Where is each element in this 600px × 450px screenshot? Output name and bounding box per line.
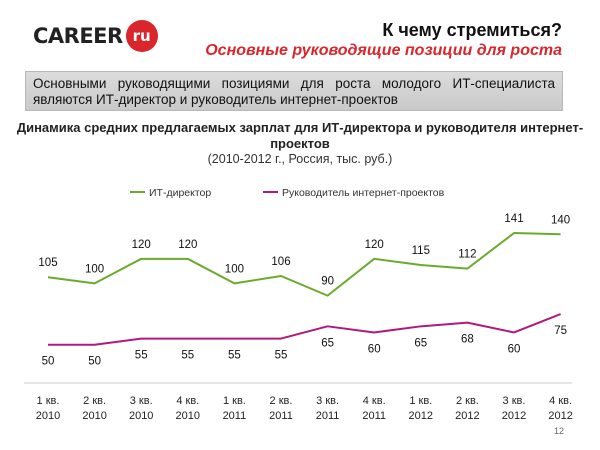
x-tick-label-year-6: 2011 [316,410,340,422]
x-tick-label-quarter-9: 2 кв. [456,395,479,407]
x-tick-label-year-2: 2010 [129,410,153,422]
x-tick-label-quarter-2: 3 кв. [130,395,153,407]
x-tick-label-quarter-1: 2 кв. [83,395,106,407]
data-label-0-6: 90 [321,276,334,288]
data-label-1-10: 60 [508,343,521,355]
x-tick-label-quarter-6: 3 кв. [316,395,339,407]
summary-box: Основными руководящими позициями для рос… [25,71,563,111]
data-label-1-5: 55 [275,350,288,362]
data-label-0-0: 105 [38,257,57,269]
logo-badge: ru [125,20,158,52]
data-label-1-4: 55 [228,350,241,362]
data-label-1-6: 65 [321,337,334,349]
data-label-1-2: 55 [135,350,148,362]
data-label-0-8: 115 [412,245,430,257]
data-label-0-9: 112 [458,249,476,261]
x-tick-label-quarter-7: 4 кв. [363,395,386,407]
page-number: 12 [553,426,564,436]
x-tick-label-quarter-4: 1 кв. [223,395,246,407]
legend-label-1: Руководитель интернет-проектов [282,187,445,199]
series-line-1 [48,313,561,346]
data-label-0-4: 100 [225,263,244,275]
x-tick-label-year-5: 2011 [269,410,293,422]
data-label-1-0: 50 [42,356,55,368]
data-label-1-1: 50 [88,356,101,368]
x-tick-label-year-9: 2012 [455,410,479,422]
x-tick-label-quarter-0: 1 кв. [37,395,60,407]
data-label-0-3: 120 [178,239,197,251]
series-line-0 [47,232,561,297]
x-tick-label-quarter-11: 4 кв. [549,395,572,407]
x-tick-label-year-7: 2011 [362,410,386,422]
chart-subtitle: (2010-2012 г., Россия, тыс. руб.) [207,152,393,166]
x-tick-label-year-10: 2012 [502,410,526,422]
x-tick-label-year-3: 2010 [176,410,200,422]
x-tick-label-quarter-3: 4 кв. [176,395,199,407]
x-tick-label-year-11: 2012 [548,410,572,422]
slide-subtitle: Основные руководящие позиции для роста [205,42,562,59]
slide-title: К чему стремиться? [382,20,562,40]
data-label-1-3: 55 [181,350,194,362]
x-tick-label-quarter-8: 1 кв. [409,395,432,407]
x-tick-label-quarter-5: 2 кв. [270,395,293,407]
chart-title: Динамика средних предлагаемых зарплат дл… [16,120,584,151]
data-label-1-9: 68 [461,334,474,346]
data-label-1-8: 65 [414,337,427,349]
data-label-1-7: 60 [368,343,381,355]
legend-label-0: ИТ-директор [149,187,211,199]
career-logo: CAREER ru [33,20,158,52]
data-label-0-1: 100 [85,263,104,275]
data-label-1-11: 75 [554,325,567,337]
data-label-0-2: 120 [132,239,151,251]
x-tick-label-year-4: 2011 [223,410,247,422]
data-label-0-5: 106 [271,256,290,268]
x-tick-label-quarter-10: 3 кв. [503,395,526,407]
logo-text: CAREER [33,24,123,48]
data-label-0-7: 120 [365,239,384,251]
data-label-0-11: 140 [551,214,570,226]
x-tick-label-year-8: 2012 [409,410,433,422]
data-label-0-10: 141 [504,213,523,225]
x-tick-label-year-1: 2010 [82,410,106,422]
x-tick-label-year-0: 2010 [36,410,60,422]
